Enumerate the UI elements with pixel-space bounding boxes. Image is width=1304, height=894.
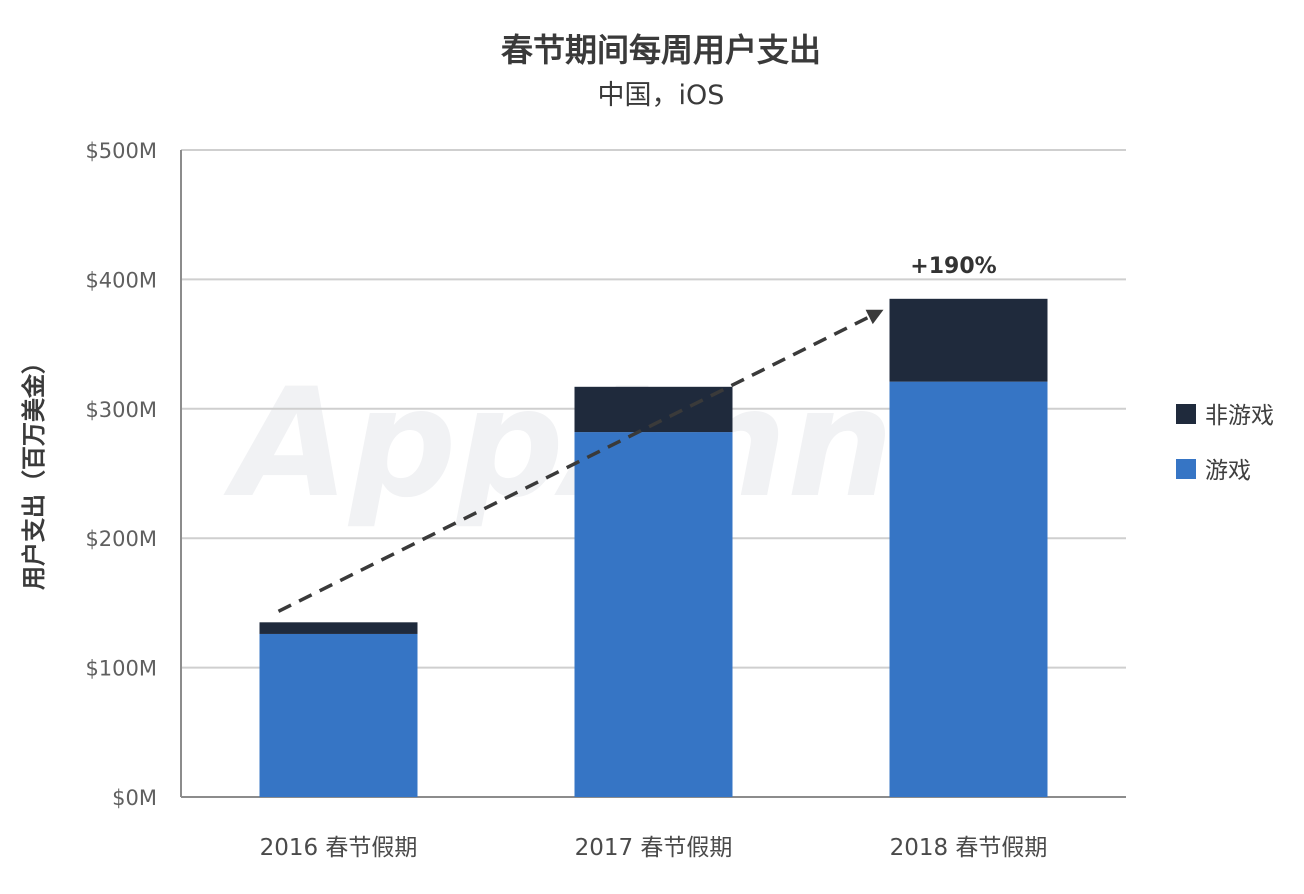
y-tick-label: $200M (85, 527, 157, 551)
x-tick-label: 2018 春节假期 (890, 835, 1048, 861)
bar-segment-non-games (259, 622, 418, 634)
chart-subtitle: 中国，iOS (598, 80, 725, 111)
y-tick-label: $0M (112, 786, 157, 810)
y-tick-label: $300M (85, 398, 157, 422)
y-axis-label: 用户支出（百万美金） (20, 350, 48, 590)
y-tick-label: $100M (85, 657, 157, 681)
bar-segment-games (889, 381, 1048, 797)
legend-label: 游戏 (1205, 458, 1251, 484)
y-tick-label: $500M (85, 139, 157, 163)
x-tick-label: 2017 春节假期 (575, 835, 733, 861)
x-tick-label: 2016 春节假期 (260, 835, 418, 861)
bar-segment-non-games (889, 298, 1048, 382)
legend-label: 非游戏 (1205, 403, 1274, 429)
chart-title: 春节期间每周用户支出 (501, 31, 821, 69)
bar-segment-games (259, 633, 418, 797)
bar-segment-games (574, 432, 733, 797)
growth-arrow-line (277, 315, 870, 613)
growth-annotation: +190% (910, 254, 996, 279)
growth-arrow-head (865, 309, 884, 325)
y-tick-label: $400M (85, 268, 157, 292)
legend-swatch (1176, 459, 1196, 479)
legend-swatch (1176, 404, 1196, 424)
